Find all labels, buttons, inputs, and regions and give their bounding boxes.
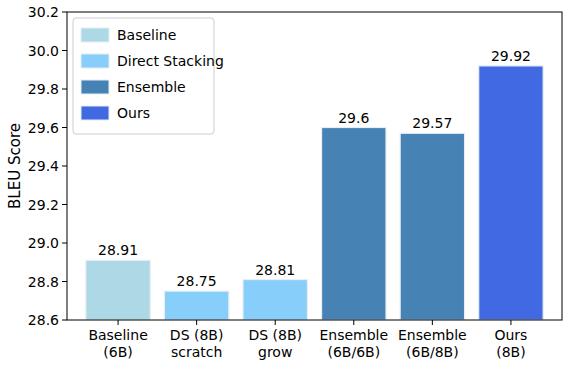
y-tick (62, 89, 67, 90)
y-tick-label: 29.6 (28, 120, 59, 136)
data-label: 29.92 (491, 48, 531, 64)
legend-label: Ours (117, 105, 150, 121)
legend: Baseline Direct Stacking Ensemble Ours (73, 18, 224, 134)
y-tick-label: 28.6 (28, 312, 59, 328)
x-tick-label-line: (6B/8B) (406, 344, 459, 360)
y-tick-label: 29.4 (28, 158, 59, 174)
y-tick (62, 127, 67, 128)
x-tick-label-line: grow (258, 344, 292, 360)
plot-frame (67, 12, 562, 320)
bar (400, 133, 464, 320)
data-label: 29.57 (412, 115, 452, 131)
legend-swatch (81, 28, 109, 42)
y-tick-label: 29.2 (28, 197, 59, 213)
y-tick (62, 243, 67, 244)
x-tick-label-line: Ours (494, 327, 527, 343)
x-tick-label-line: Ensemble (398, 327, 467, 343)
y-tick (62, 166, 67, 167)
x-tick-label: Baseline(6B) (88, 327, 147, 360)
bar (243, 280, 307, 320)
legend-label: Baseline (117, 27, 176, 43)
x-tick-label-line: Ensemble (319, 327, 388, 343)
legend-swatch (81, 54, 109, 68)
legend-label: Ensemble (117, 79, 186, 95)
bar (322, 128, 386, 321)
legend-swatch (81, 80, 109, 94)
y-axis-label: BLEU Score (6, 123, 24, 209)
chart-container: 28.6 28.8 29.0 29.2 29.4 29.6 29.8 30.0 30.2 BLEU… (0, 0, 568, 386)
y-tick-label: 30.2 (28, 4, 59, 20)
x-tick-label-line: (8B) (496, 344, 525, 360)
x-tick-label-line: Baseline (88, 327, 147, 343)
y-tick-label: 28.8 (28, 274, 59, 290)
legend-swatch (81, 106, 109, 120)
chart: 28.6 28.8 29.0 29.2 29.4 29.6 29.8 30.0 30.2 BLEU… (0, 0, 568, 386)
bar (86, 260, 150, 320)
y-tick (62, 50, 67, 51)
x-tick (118, 320, 119, 325)
x-tick (432, 320, 433, 325)
y-tick (62, 204, 67, 205)
x-tick (510, 320, 511, 325)
data-label: 28.75 (177, 273, 217, 289)
x-tick-label: DS (8B)scratch (170, 327, 224, 360)
data-label: 29.6 (338, 110, 369, 126)
x-tick-label-line: scratch (171, 344, 222, 360)
x-tick-label: Ensemble(6B/8B) (398, 327, 467, 360)
y-tick (62, 12, 67, 13)
y-tick-label: 29.8 (28, 81, 59, 97)
x-tick (353, 320, 354, 325)
data-label: 28.81 (255, 262, 295, 278)
bar (164, 291, 228, 320)
x-tick-label-line: DS (8B) (248, 327, 302, 343)
x-tick-label: Ensemble(6B/6B) (319, 327, 388, 360)
y-tick-label: 29.0 (28, 235, 59, 251)
x-tick (196, 320, 197, 325)
x-tick-label: DS (8B)grow (248, 327, 302, 360)
x-tick-label: Ours(8B) (494, 327, 527, 360)
x-tick (275, 320, 276, 325)
y-tick (62, 320, 67, 321)
bar (479, 66, 543, 320)
y-tick-label: 30.0 (28, 43, 59, 59)
x-tick-label-line: DS (8B) (170, 327, 224, 343)
x-tick-label-line: (6B/6B) (327, 344, 380, 360)
legend-box (73, 18, 214, 134)
y-tick (62, 281, 67, 282)
legend-label: Direct Stacking (117, 53, 224, 69)
data-label: 28.91 (98, 242, 138, 258)
x-tick-label-line: (6B) (103, 344, 132, 360)
